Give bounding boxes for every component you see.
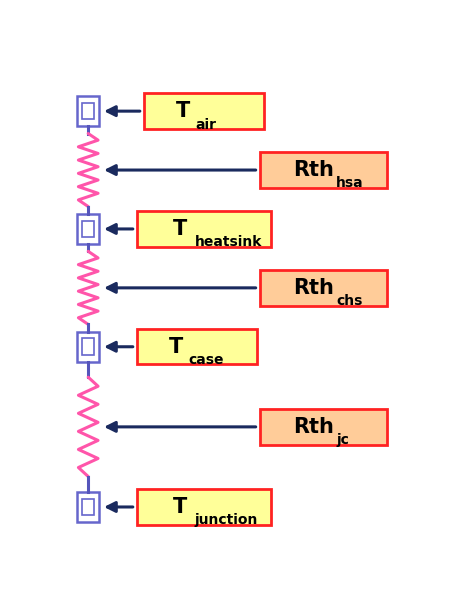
Text: T: T bbox=[175, 101, 190, 121]
Text: T: T bbox=[169, 337, 183, 357]
Text: chs: chs bbox=[336, 294, 362, 308]
Text: heatsink: heatsink bbox=[195, 235, 262, 249]
Bar bbox=[82, 103, 94, 119]
Bar bbox=[137, 211, 271, 247]
Text: T: T bbox=[173, 497, 187, 517]
Bar bbox=[82, 338, 94, 355]
Bar bbox=[137, 329, 257, 364]
Text: Rth: Rth bbox=[293, 278, 334, 298]
Text: case: case bbox=[189, 353, 224, 367]
Text: air: air bbox=[196, 118, 217, 132]
Text: T: T bbox=[173, 219, 187, 239]
Bar bbox=[260, 270, 387, 305]
Bar bbox=[77, 332, 100, 362]
Bar bbox=[145, 94, 264, 129]
Bar bbox=[260, 409, 387, 444]
Text: jc: jc bbox=[336, 433, 349, 447]
Bar bbox=[260, 152, 387, 188]
Text: Rth: Rth bbox=[293, 417, 334, 437]
Text: hsa: hsa bbox=[336, 176, 364, 190]
Bar bbox=[77, 96, 100, 126]
Bar bbox=[82, 221, 94, 237]
Bar bbox=[77, 214, 100, 244]
Bar bbox=[137, 490, 271, 524]
Bar bbox=[77, 492, 100, 522]
Text: junction: junction bbox=[195, 513, 258, 528]
Bar bbox=[82, 499, 94, 515]
Text: Rth: Rth bbox=[293, 160, 334, 180]
